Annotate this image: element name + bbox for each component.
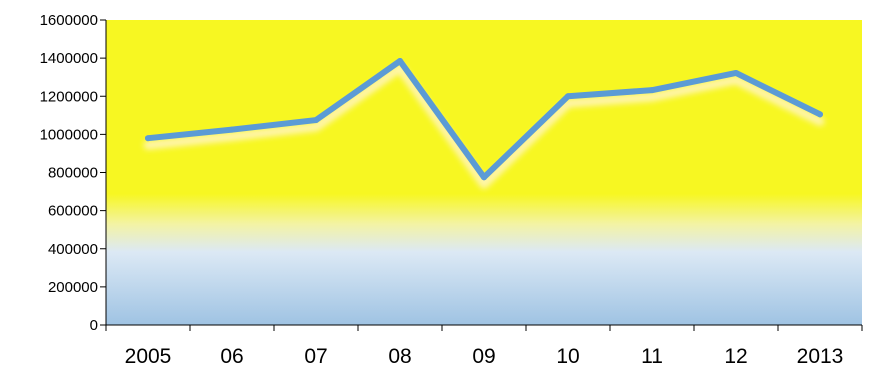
- data-point: [229, 126, 235, 133]
- series-line-glow: [143, 63, 825, 189]
- data-point: [649, 87, 655, 94]
- y-tick-label: 400000: [48, 241, 98, 258]
- x-tick-label: 08: [388, 345, 411, 368]
- x-axis: 2005 06 07 08 09 10 11 12 2013: [105, 324, 863, 368]
- data-point: [397, 57, 403, 64]
- y-tick-label: 600000: [48, 203, 98, 220]
- y-tick-label: 800000: [48, 165, 98, 182]
- data-point: [145, 135, 151, 142]
- x-tick-label: 10: [556, 345, 579, 368]
- data-point: [313, 117, 319, 124]
- x-tick-label: 09: [472, 345, 495, 368]
- y-tick-label: 1200000: [40, 88, 98, 105]
- y-tick-label: 200000: [48, 279, 98, 296]
- x-tick-label: 12: [724, 345, 747, 368]
- data-point: [565, 93, 571, 100]
- x-tick-label: 07: [304, 345, 327, 368]
- x-tick-label: 11: [641, 345, 663, 368]
- y-axis: 0 200000 400000 600000 800000 1000000 1200000 1…: [40, 12, 107, 334]
- x-tick-label: 2013: [797, 345, 844, 368]
- data-point: [481, 174, 487, 181]
- data-point: [817, 111, 823, 118]
- data-point: [733, 69, 739, 76]
- series-line-group: [143, 57, 825, 189]
- x-tick-label: 2005: [125, 345, 172, 368]
- y-tick-label: 0: [90, 317, 98, 334]
- y-tick-label: 1400000: [40, 50, 98, 67]
- y-tick-label: 1000000: [40, 126, 98, 143]
- y-tick-label: 1600000: [40, 12, 98, 29]
- x-tick-label: 06: [220, 345, 243, 368]
